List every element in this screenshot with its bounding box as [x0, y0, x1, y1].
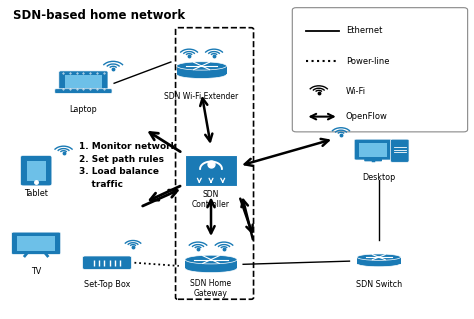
Text: Desktop: Desktop	[362, 173, 395, 182]
Text: SDN-based home network: SDN-based home network	[12, 9, 185, 22]
Text: 1. Monitor network
2. Set path rules
3. Load balance
    traffic: 1. Monitor network 2. Set path rules 3. …	[79, 142, 176, 189]
Text: SDN Wi-Fi Extender: SDN Wi-Fi Extender	[164, 92, 239, 101]
Text: Tablet: Tablet	[24, 189, 48, 198]
FancyBboxPatch shape	[65, 75, 102, 88]
Text: Wi-Fi: Wi-Fi	[346, 87, 366, 96]
FancyBboxPatch shape	[59, 71, 108, 92]
Ellipse shape	[185, 264, 237, 273]
FancyBboxPatch shape	[55, 89, 112, 93]
Ellipse shape	[357, 254, 401, 260]
Text: SDN Switch: SDN Switch	[356, 279, 402, 289]
Ellipse shape	[357, 260, 401, 267]
Text: Set-Top Box: Set-Top Box	[84, 279, 130, 289]
FancyBboxPatch shape	[359, 143, 387, 157]
Bar	[177, 66, 227, 74]
Text: SDN Home
Gateway: SDN Home Gateway	[191, 279, 232, 298]
FancyBboxPatch shape	[20, 155, 52, 186]
Text: OpenFlow: OpenFlow	[346, 112, 388, 121]
Text: TV: TV	[31, 267, 41, 276]
FancyBboxPatch shape	[354, 139, 392, 160]
FancyBboxPatch shape	[27, 160, 46, 181]
FancyBboxPatch shape	[364, 159, 382, 161]
Ellipse shape	[177, 70, 227, 78]
Ellipse shape	[177, 62, 227, 70]
FancyBboxPatch shape	[391, 139, 409, 162]
Ellipse shape	[185, 255, 237, 264]
FancyBboxPatch shape	[292, 8, 468, 132]
FancyBboxPatch shape	[11, 232, 61, 255]
Text: Ethernet: Ethernet	[346, 26, 382, 35]
Bar	[185, 260, 237, 268]
Bar	[357, 257, 401, 263]
Text: SDN
Controller: SDN Controller	[192, 190, 230, 209]
FancyBboxPatch shape	[82, 256, 131, 270]
Text: Power-line: Power-line	[346, 56, 389, 65]
Text: Laptop: Laptop	[70, 105, 97, 114]
FancyBboxPatch shape	[185, 155, 237, 186]
FancyBboxPatch shape	[17, 236, 55, 251]
